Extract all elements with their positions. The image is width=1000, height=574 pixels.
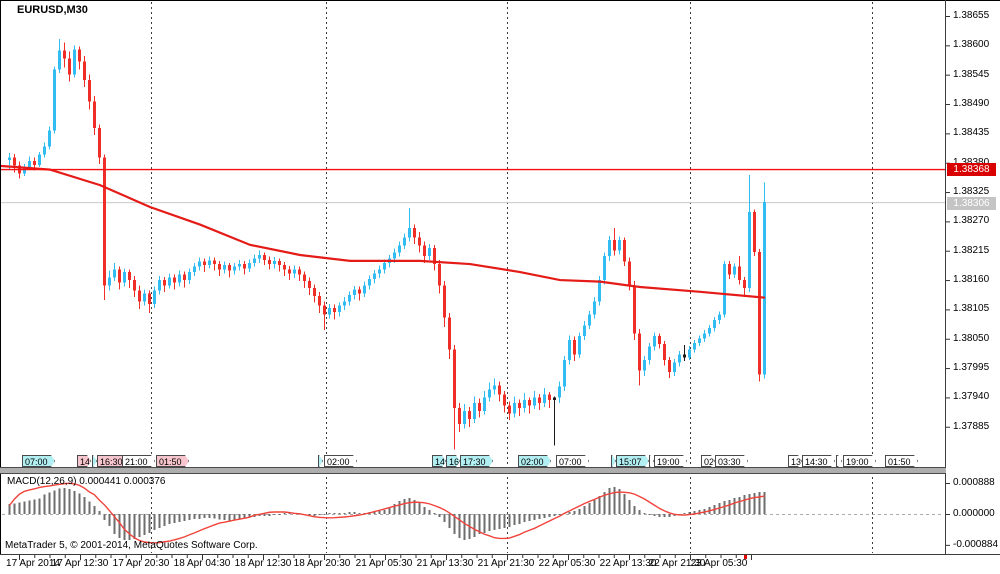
copyright-text: MetaTrader 5, © 2001-2014, MetaQuotes So…	[5, 540, 258, 551]
window-top-border	[0, 0, 1000, 1]
time-flag[interactable]: 02	[701, 455, 715, 467]
time-flag[interactable]: 13	[788, 455, 802, 467]
macd-signal-line	[8, 482, 765, 544]
window-left-border	[0, 0, 1, 554]
panel-separator[interactable]	[0, 467, 946, 474]
time-flag[interactable]: 03:30	[715, 455, 748, 467]
time-flag[interactable]: 17:30	[460, 455, 493, 467]
price-axis-label: 1.37940	[953, 391, 990, 403]
current-bar-time-marker	[744, 555, 747, 559]
price-axis-label: 1.38050	[953, 332, 990, 344]
macd-indicator-label: MACD(12,26,9) 0.000441 0.000376	[7, 476, 166, 487]
time-flag[interactable]: 07:00	[556, 455, 589, 467]
time-flag[interactable]: 21:00	[122, 455, 155, 467]
price-axis-line	[945, 0, 946, 554]
chart-symbol-title: EURUSD,M30	[17, 4, 88, 16]
price-axis-label: 1.37995	[953, 362, 990, 374]
price-axis-label: 1.38105	[953, 303, 990, 315]
price-axis-label: 1.38600	[953, 39, 990, 51]
price-axis-label: 1.38160	[953, 274, 990, 286]
time-flag[interactable]: 19:00	[654, 455, 687, 467]
price-axis-label: 1.38270	[953, 215, 990, 227]
time-flag[interactable]: 16:30	[97, 455, 130, 467]
macd-axis-label: 0.000888	[953, 476, 995, 488]
macd-axis-label: 0.000000	[953, 508, 995, 519]
time-axis-label: 17 Apr 20:30	[112, 558, 170, 569]
time-axis-label: 21 Apr 21:30	[477, 558, 535, 569]
price-axis-label: 1.38490	[953, 98, 990, 110]
time-flag[interactable]: 02:00	[324, 455, 357, 467]
price-axis-label: 1.38215	[953, 244, 990, 256]
time-axis-label: 22 Apr 13:30	[599, 558, 657, 569]
time-axis-line	[0, 554, 1000, 555]
macd-axis-label: -0.000884	[953, 538, 999, 550]
time-axis-label: 23 Apr 05:30	[690, 558, 748, 569]
time-flag[interactable]: 01:50	[885, 455, 918, 467]
ma-line	[0, 164, 766, 299]
price-axis-label: 1.38655	[953, 10, 990, 21]
bid-price-badge: 1.38306	[947, 197, 996, 210]
time-axis-label: 18 Apr 12:30	[234, 558, 292, 569]
time-flag[interactable]: 01:50	[156, 455, 189, 467]
time-flag[interactable]: 14	[77, 455, 91, 467]
price-axis-label: 1.38325	[953, 186, 990, 198]
time-flag[interactable]: 02:00	[518, 455, 551, 467]
time-axis-label: 22 Apr 05:30	[538, 558, 596, 569]
time-flag[interactable]: 16	[446, 455, 460, 467]
price-line-badge-red: 1.38368	[947, 163, 996, 176]
time-flag[interactable]: 14:30	[802, 455, 835, 467]
time-axis-label: 18 Apr 04:30	[173, 558, 231, 569]
time-axis-label: 22 Apr 21:30	[648, 558, 706, 569]
price-axis-label: 1.38545	[953, 68, 990, 80]
time-axis-label: 17 Apr 2014	[6, 558, 60, 569]
time-axis-label: 18 Apr 20:30	[293, 558, 351, 569]
price-axis-label: 1.38380	[953, 157, 989, 168]
price-axis-label: 1.38435	[953, 127, 990, 139]
time-axis-label: 17 Apr 12:30	[51, 558, 109, 569]
time-flag[interactable]: 15:07	[616, 455, 649, 467]
time-flag[interactable]: 19:00	[843, 455, 876, 467]
price-axis-label: 1.37885	[953, 420, 990, 432]
time-flag[interactable]: 07:00	[22, 455, 55, 467]
time-axis-label: 21 Apr 05:30	[355, 558, 413, 569]
time-axis-label: 21 Apr 13:30	[416, 558, 474, 569]
time-flag[interactable]: 14	[432, 455, 446, 467]
